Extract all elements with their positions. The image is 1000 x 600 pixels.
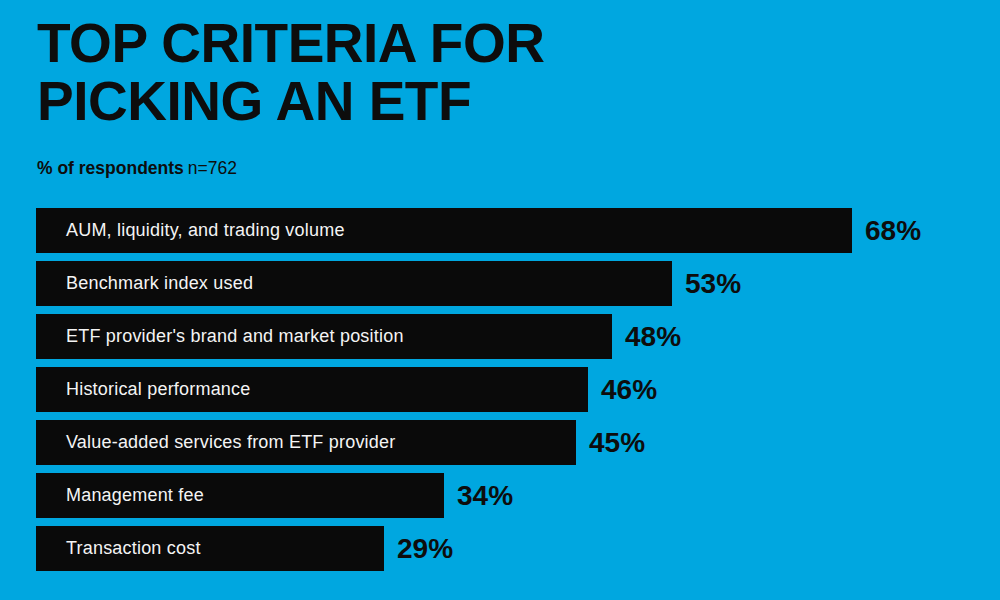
bar: AUM, liquidity, and trading volume: [36, 208, 852, 253]
bar-row: Benchmark index used 53%: [36, 261, 1000, 306]
bar-value-label: 53%: [685, 268, 741, 300]
chart-title: TOP CRITERIA FOR PICKING AN ETF: [37, 14, 544, 130]
bar-category-label: Historical performance: [36, 379, 250, 400]
bar-chart: AUM, liquidity, and trading volume 68% Ben…: [36, 208, 1000, 579]
bar: Transaction cost: [36, 526, 384, 571]
bar: Value-added services from ETF provider: [36, 420, 576, 465]
bar-value-label: 34%: [457, 480, 513, 512]
subtitle-respondents-label: % of respondents: [37, 158, 184, 178]
bar-category-label: Benchmark index used: [36, 273, 253, 294]
bar-value-label: 68%: [865, 215, 921, 247]
chart-page: TOP CRITERIA FOR PICKING AN ETF % of res…: [0, 0, 1000, 600]
bar-row: Management fee 34%: [36, 473, 1000, 518]
bar-category-label: Management fee: [36, 485, 204, 506]
chart-title-line1: TOP CRITERIA FOR: [37, 14, 544, 72]
bar-row: Transaction cost 29%: [36, 526, 1000, 571]
bar: ETF provider's brand and market position: [36, 314, 612, 359]
bar-category-label: ETF provider's brand and market position: [36, 326, 404, 347]
bar-row: ETF provider's brand and market position…: [36, 314, 1000, 359]
bar-value-label: 29%: [397, 533, 453, 565]
bar-row: Value-added services from ETF provider 45…: [36, 420, 1000, 465]
chart-subtitle: % of respondentsn=762: [37, 158, 237, 179]
subtitle-sample-size: n=762: [188, 158, 237, 178]
bar: Benchmark index used: [36, 261, 672, 306]
bar-value-label: 48%: [625, 321, 681, 353]
bar-row: AUM, liquidity, and trading volume 68%: [36, 208, 1000, 253]
bar-value-label: 45%: [589, 427, 645, 459]
bar-value-label: 46%: [601, 374, 657, 406]
bar: Historical performance: [36, 367, 588, 412]
chart-title-line2: PICKING AN ETF: [37, 72, 544, 130]
bar: Management fee: [36, 473, 444, 518]
bar-category-label: Value-added services from ETF provider: [36, 432, 395, 453]
bar-row: Historical performance 46%: [36, 367, 1000, 412]
bar-category-label: Transaction cost: [36, 538, 201, 559]
bar-category-label: AUM, liquidity, and trading volume: [36, 220, 345, 241]
